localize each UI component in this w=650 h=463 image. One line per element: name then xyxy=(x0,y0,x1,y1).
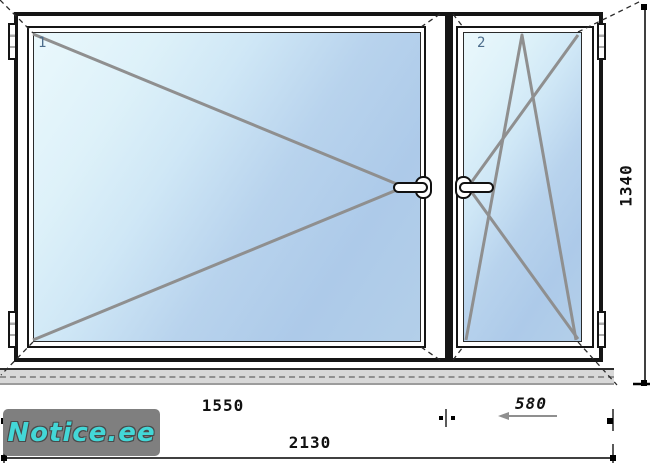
watermark-text: Notice.ee xyxy=(7,417,156,448)
hinge-icon-top-right xyxy=(597,23,606,60)
dimension-left-pane-width: 1550 xyxy=(201,396,245,415)
window-sill xyxy=(0,368,614,385)
sill-dashed-pattern xyxy=(0,376,614,378)
hinge-icon-bottom-left xyxy=(8,311,17,348)
hinge-icon-bottom-right xyxy=(597,311,606,348)
dimension-right-pane-width: 580 xyxy=(515,394,547,413)
handle-icon-left-sash xyxy=(393,182,428,193)
hinge-icon-top-left xyxy=(8,23,17,60)
left-glass-pane xyxy=(33,32,421,342)
pane-number-1: 1 xyxy=(38,35,47,51)
dimension-total-height: 1340 xyxy=(616,164,636,207)
pane-number-2: 2 xyxy=(477,35,486,51)
watermark-badge: Notice.ee xyxy=(3,409,160,456)
handle-icon-right-sash xyxy=(459,182,494,193)
dimension-total-width: 2130 xyxy=(288,433,332,452)
mullion xyxy=(445,16,453,358)
